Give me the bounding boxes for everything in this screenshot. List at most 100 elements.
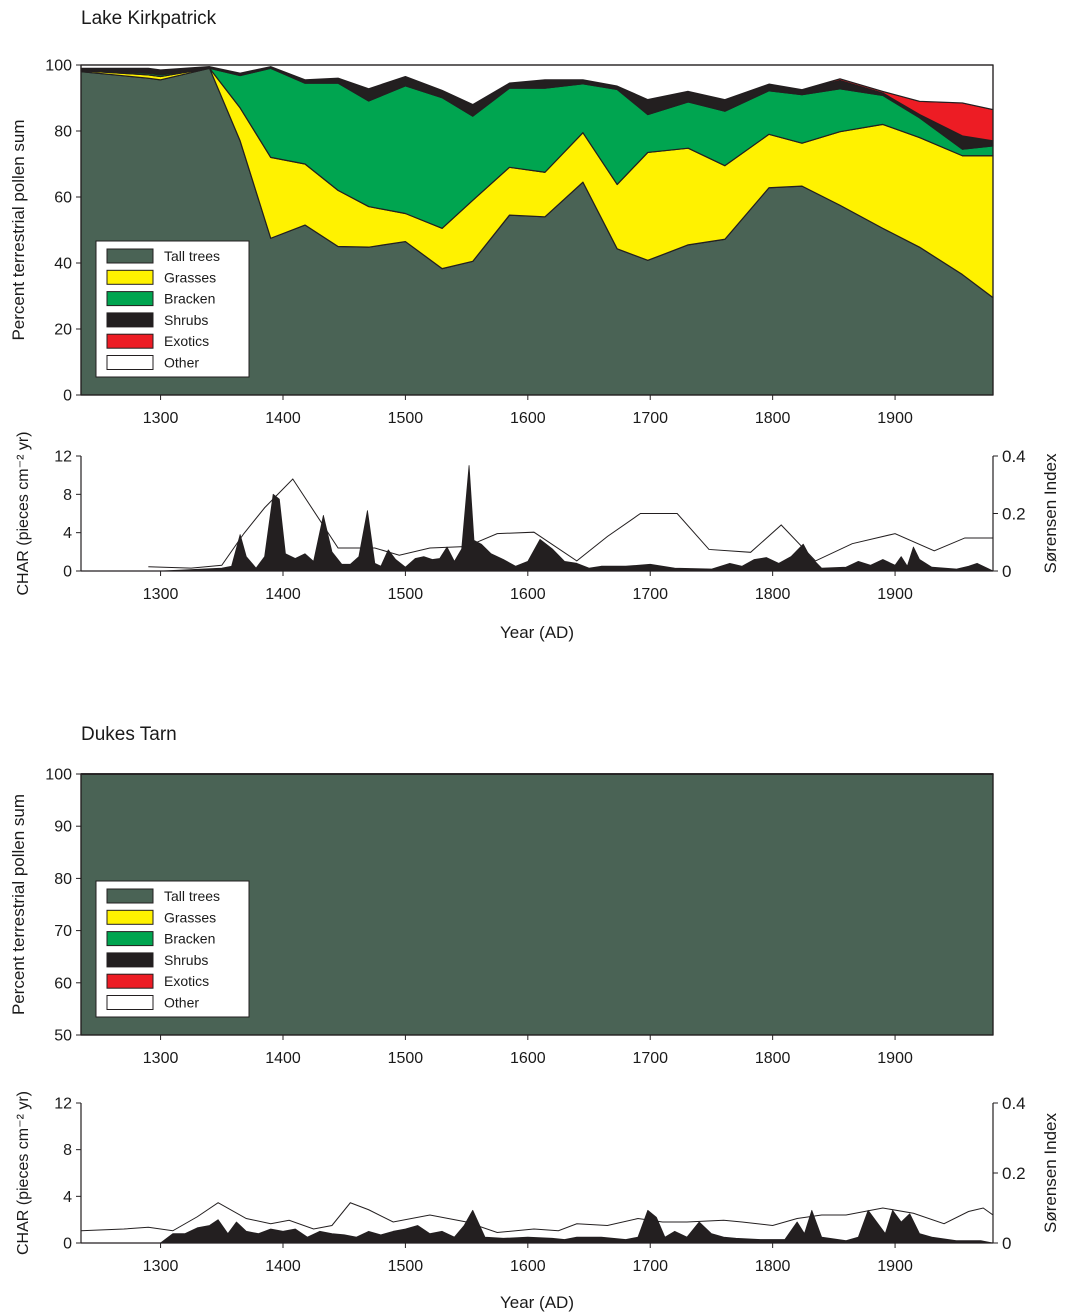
dukes-tarn-pollen-chart: Dukes Tarn 50 60 70 80 90 100 1300 1400 1500 1600 1…	[9, 724, 994, 1067]
kirk-char-xtick-label: 1900	[877, 586, 913, 603]
dukes-legend-label-other: Other	[164, 995, 199, 1011]
kirk-ytick-label: 80	[54, 124, 72, 141]
dukes-legend-swatch-tall-trees	[106, 888, 154, 904]
kirk-char-y2label: Sørensen Index	[1041, 453, 1060, 574]
kirk-ytick-label: 20	[54, 322, 72, 339]
kirk-legend-swatch-grasses	[106, 269, 154, 285]
dukes-char-line-sorensen	[81, 1202, 993, 1234]
kirk-ytick-label: 60	[54, 190, 72, 207]
dukes-xtick-label: 1300	[143, 1050, 179, 1067]
kirk-char-xlabel: Year (AD)	[500, 623, 574, 642]
dukes-tarn-char-chart: 0 4 8 12 0 0.2 0.4 1300 1400 1500 1600 1700 1800 1900…	[15, 1091, 1060, 1312]
dukes-char-plot	[81, 1202, 993, 1243]
kirk-legend-swatch-shrubs	[106, 312, 154, 328]
kirk-legend-swatch-tall-trees	[106, 248, 154, 264]
kirk-legend-label-other: Other	[164, 355, 199, 371]
dukes-xtick-label: 1900	[877, 1050, 913, 1067]
dukes-char-xtick-label: 1800	[755, 1258, 791, 1275]
dukes-char-y2tick-label: 0.2	[1002, 1164, 1026, 1183]
kirk-chart-title: Lake Kirkpatrick	[81, 8, 217, 29]
kirk-xtick-label: 1700	[632, 410, 668, 427]
kirk-legend-label-tall-trees: Tall trees	[164, 248, 220, 264]
dukes-char-ytick-label: 8	[63, 1142, 72, 1159]
kirk-char-y2tick-label: 0.2	[1002, 505, 1026, 524]
dukes-char-ytick-label: 0	[63, 1236, 72, 1253]
dukes-legend-label-grasses: Grasses	[164, 909, 216, 925]
dukes-ytick-label: 50	[54, 1028, 72, 1045]
lake-kirkpatrick-char-chart: 0 4 8 12 0 0.2 0.4 1300 1400 1500 1600 1700 1800 1900…	[15, 431, 1060, 642]
dukes-legend-swatch-grasses	[106, 909, 154, 925]
dukes-ytick-label: 60	[54, 975, 72, 992]
dukes-char-ylabel: CHAR (pieces cm⁻² yr)	[15, 1091, 32, 1255]
kirk-char-xtick-label: 1700	[632, 586, 668, 603]
kirk-legend-swatch-bracken	[106, 291, 154, 307]
dukes-char-ytick-label: 12	[54, 1096, 72, 1113]
kirk-char-xtick-label: 1300	[143, 586, 179, 603]
dukes-xtick-label: 1600	[510, 1050, 546, 1067]
kirk-plot-frame	[80, 64, 994, 396]
dukes-legend-label-exotics: Exotics	[164, 973, 209, 989]
dukes-char-xtick-label: 1500	[388, 1258, 424, 1275]
dukes-char-y2tick-label: 0.4	[1002, 1094, 1026, 1113]
dukes-legend-swatch-exotics	[106, 973, 154, 989]
kirk-legend-label-grasses: Grasses	[164, 269, 216, 285]
lake-kirkpatrick-pollen-chart: Lake Kirkpatrick 0 20 40 60 80 100 1300 1400 1500…	[9, 8, 994, 427]
kirk-xtick-label: 1500	[388, 410, 424, 427]
kirk-xtick-label: 1900	[877, 410, 913, 427]
kirk-legend-label-exotics: Exotics	[164, 333, 209, 349]
kirk-char-ytick-label: 0	[63, 564, 72, 581]
kirk-legend-label-shrubs: Shrubs	[164, 312, 208, 328]
dukes-char-y2label: Sørensen Index	[1041, 1112, 1060, 1233]
dukes-ytick-label: 100	[45, 767, 72, 784]
dukes-legend-box	[95, 880, 250, 1018]
dukes-legend-label-tall-trees: Tall trees	[164, 888, 220, 904]
kirk-char-line-sorensen	[148, 478, 993, 569]
dukes-char-xtick-label: 1400	[265, 1258, 301, 1275]
dukes-chart-title: Dukes Tarn	[81, 724, 177, 745]
kirk-char-y2tick-label: 0	[1002, 562, 1011, 581]
dukes-char-xtick-label: 1700	[632, 1258, 668, 1275]
kirk-char-ytick-label: 12	[54, 449, 72, 466]
kirk-char-area-char	[81, 465, 993, 571]
kirk-xtick-label: 1600	[510, 410, 546, 427]
dukes-xtick-label: 1400	[265, 1050, 301, 1067]
kirk-legend-label-bracken: Bracken	[164, 291, 215, 307]
kirk-char-ylabel: CHAR (pieces cm⁻² yr)	[15, 431, 32, 595]
dukes-xtick-label: 1700	[632, 1050, 668, 1067]
dukes-legend-swatch-other	[106, 995, 154, 1010]
kirk-legend: Tall trees Grasses Bracken Shrubs Exotics Oth…	[95, 240, 250, 378]
dukes-ytick-label: 90	[54, 819, 72, 836]
kirk-char-xtick-label: 1800	[755, 586, 791, 603]
kirk-ytick-label: 40	[54, 256, 72, 273]
kirk-char-y2tick-label: 0.4	[1002, 447, 1026, 466]
kirk-char-ytick-label: 8	[63, 487, 72, 504]
dukes-char-xlabel: Year (AD)	[500, 1293, 574, 1312]
kirk-char-xtick-label: 1600	[510, 586, 546, 603]
dukes-xtick-label: 1800	[755, 1050, 791, 1067]
kirk-xtick-label: 1300	[143, 410, 179, 427]
dukes-char-xtick-label: 1600	[510, 1258, 546, 1275]
kirk-legend-swatch-other	[106, 355, 154, 370]
dukes-ytick-label: 80	[54, 871, 72, 888]
kirk-char-xtick-label: 1500	[388, 586, 424, 603]
dukes-char-xtick-label: 1300	[143, 1258, 179, 1275]
dukes-char-xtick-label: 1900	[877, 1258, 913, 1275]
kirk-ytick-label: 100	[45, 58, 72, 75]
dukes-xtick-label: 1500	[388, 1050, 424, 1067]
dukes-legend-swatch-bracken	[106, 931, 154, 947]
kirk-char-ytick-label: 4	[63, 525, 72, 542]
kirk-legend-swatch-exotics	[106, 333, 154, 349]
kirk-ylabel: Percent terrestrial pollen sum	[9, 119, 28, 340]
kirk-char-plot	[81, 465, 993, 571]
kirk-xtick-label: 1400	[265, 410, 301, 427]
dukes-ytick-label: 70	[54, 923, 72, 940]
kirk-ytick-label: 0	[63, 388, 72, 405]
dukes-char-ytick-label: 4	[63, 1189, 72, 1206]
dukes-legend-label-bracken: Bracken	[164, 931, 215, 947]
dukes-legend-swatch-shrubs	[106, 952, 154, 968]
kirk-char-xtick-label: 1400	[265, 586, 301, 603]
dukes-char-area-char	[81, 1209, 993, 1243]
kirk-legend-box	[95, 240, 250, 378]
dukes-ylabel: Percent terrestrial pollen sum	[9, 794, 28, 1015]
